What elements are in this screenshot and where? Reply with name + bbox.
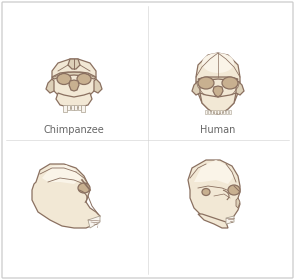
Polygon shape: [88, 216, 100, 228]
Ellipse shape: [202, 188, 210, 195]
Polygon shape: [52, 72, 96, 79]
Polygon shape: [200, 93, 236, 114]
Polygon shape: [198, 77, 238, 81]
Polygon shape: [71, 105, 74, 110]
Ellipse shape: [228, 185, 240, 195]
Polygon shape: [208, 110, 210, 114]
Ellipse shape: [57, 74, 71, 85]
Ellipse shape: [77, 74, 91, 85]
FancyBboxPatch shape: [2, 2, 293, 278]
Ellipse shape: [78, 183, 90, 193]
Ellipse shape: [222, 77, 238, 89]
Polygon shape: [188, 160, 240, 224]
Text: Chimpanzee: Chimpanzee: [44, 125, 104, 135]
Polygon shape: [211, 110, 213, 114]
Polygon shape: [68, 59, 80, 69]
Polygon shape: [223, 110, 225, 114]
Polygon shape: [205, 110, 207, 114]
Polygon shape: [198, 214, 228, 228]
Text: Human: Human: [200, 125, 236, 135]
Polygon shape: [94, 79, 102, 93]
Polygon shape: [81, 105, 85, 112]
Polygon shape: [78, 105, 81, 110]
Polygon shape: [214, 110, 217, 114]
Polygon shape: [196, 53, 240, 114]
Polygon shape: [67, 105, 70, 110]
Polygon shape: [192, 81, 200, 95]
Polygon shape: [46, 79, 54, 93]
Polygon shape: [219, 110, 222, 114]
Polygon shape: [236, 81, 244, 95]
Polygon shape: [194, 160, 234, 184]
Ellipse shape: [198, 77, 214, 89]
Polygon shape: [236, 198, 240, 208]
Polygon shape: [63, 105, 67, 112]
Polygon shape: [56, 93, 92, 109]
Polygon shape: [226, 216, 234, 224]
Polygon shape: [69, 80, 79, 91]
Polygon shape: [42, 165, 82, 184]
Polygon shape: [50, 59, 98, 109]
Polygon shape: [226, 110, 228, 114]
Polygon shape: [74, 105, 77, 110]
Polygon shape: [32, 164, 100, 228]
Polygon shape: [229, 110, 231, 114]
Polygon shape: [213, 86, 223, 97]
Polygon shape: [217, 110, 219, 114]
Ellipse shape: [202, 53, 234, 73]
